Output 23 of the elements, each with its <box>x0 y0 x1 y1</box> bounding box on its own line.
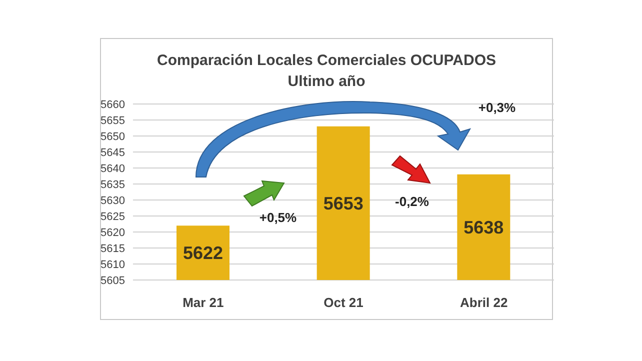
chart-subtitle: Ultimo año <box>286 72 366 92</box>
y-tick-label: 5625 <box>100 210 125 223</box>
x-tick-label: Mar 21 <box>182 295 224 310</box>
y-tick-label: 5660 <box>100 98 125 111</box>
data-label: 5622 <box>182 243 224 264</box>
data-label: 5638 <box>464 218 504 238</box>
annotation: +0,3% <box>478 100 516 115</box>
data-label: 5653 <box>323 194 364 214</box>
y-tick-label: 5640 <box>100 162 125 175</box>
y-tick-label: 5605 <box>100 274 125 287</box>
y-tick-label: 5630 <box>100 194 125 207</box>
chart-title: Comparación Locales Comerciales OCUPADOS <box>156 51 497 71</box>
annotation: +0,5% <box>259 210 298 225</box>
x-tick-label: Abril 22 <box>460 295 508 310</box>
y-tick-label: 5615 <box>100 242 125 255</box>
y-tick-label: 5610 <box>100 258 125 271</box>
x-tick-label: Oct 21 <box>324 295 364 310</box>
y-tick-label: 5635 <box>100 178 125 191</box>
annotation: -0,2% <box>395 194 430 209</box>
y-tick-label: 5645 <box>100 146 125 159</box>
y-tick-label: 5620 <box>100 226 125 239</box>
y-tick-label: 5655 <box>100 114 125 127</box>
y-tick-label: 5650 <box>100 130 125 143</box>
